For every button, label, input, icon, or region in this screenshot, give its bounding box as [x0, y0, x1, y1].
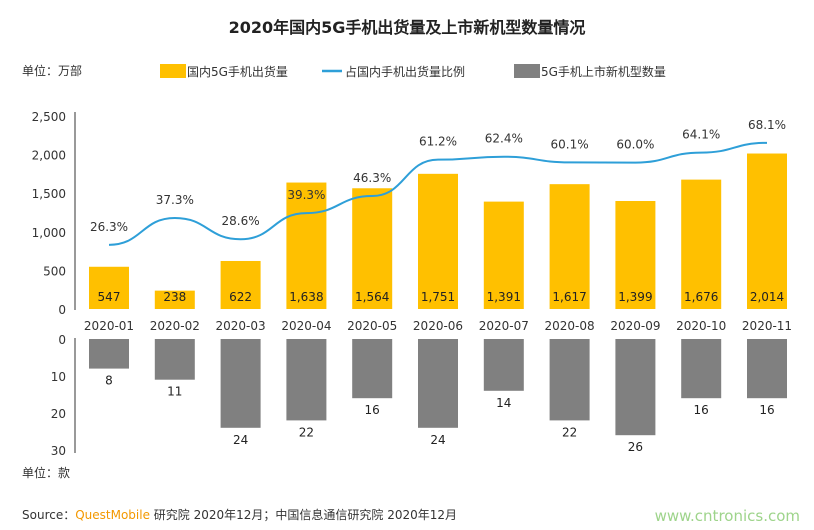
bar-shipments: [549, 184, 590, 309]
bar-shipments: [352, 188, 393, 309]
y-tick-top: 1,500: [32, 187, 66, 201]
bar-shipments: [615, 200, 656, 309]
y-tick-bottom: 20: [51, 407, 66, 421]
unit-top: 单位：万部: [22, 63, 82, 78]
x-tick-label: 2020-08: [545, 319, 595, 333]
bar-models: [549, 339, 590, 421]
bar-shipments: [154, 290, 195, 309]
bar-label-shipments: 1,617: [552, 290, 586, 304]
line-label-ratio: 61.2%: [419, 135, 457, 149]
y-tick-top: 0: [58, 303, 66, 317]
bar-models: [352, 339, 393, 399]
bar-label-shipments: 238: [163, 290, 186, 304]
bar-label-shipments: 1,751: [421, 290, 455, 304]
bar-label-models: 14: [496, 396, 511, 410]
bar-models: [418, 339, 458, 428]
legend-label-models: 5G手机上市新机型数量: [541, 64, 666, 79]
bar-label-shipments: 622: [229, 290, 252, 304]
line-label-ratio: 39.3%: [287, 188, 325, 202]
line-label-ratio: 28.6%: [222, 214, 260, 228]
line-label-ratio: 62.4%: [485, 132, 523, 146]
bar-models: [483, 339, 524, 391]
bar-label-models: 24: [430, 433, 445, 447]
legend-swatch-models: [514, 64, 540, 78]
line-ratio: [108, 141, 768, 246]
source-rest: 研究院 2020年12月；中国信息通信研究院 2020年12月: [150, 507, 457, 522]
legend-swatch-shipments: [160, 64, 186, 78]
line-label-ratio: 64.1%: [682, 128, 720, 142]
legend-label-shipments: 国内5G手机出货量: [187, 64, 288, 79]
bar-label-models: 16: [694, 403, 709, 417]
bar-models: [747, 339, 787, 399]
x-tick-label: 2020-05: [347, 319, 397, 333]
legend-label-ratio: 占国内手机出货量比例: [345, 64, 465, 79]
y-tick-top: 2,000: [32, 149, 66, 163]
bar-label-models: 24: [233, 433, 248, 447]
bar-label-models: 8: [105, 374, 113, 388]
bar-models: [220, 339, 261, 428]
bar-shipments: [747, 153, 787, 309]
x-tick-label: 2020-06: [413, 319, 463, 333]
line-label-ratio: 68.1%: [748, 118, 786, 132]
source-prefix: Source：: [22, 508, 75, 522]
bar-label-shipments: 1,391: [487, 290, 521, 304]
y-tick-bottom: 10: [51, 370, 66, 384]
bar-label-shipments: 1,399: [618, 290, 652, 304]
bar-models: [615, 339, 656, 436]
bar-shipments: [483, 201, 524, 309]
bar-models: [681, 339, 722, 399]
bar-label-shipments: 1,564: [355, 290, 389, 304]
bar-models: [286, 339, 327, 421]
x-tick-label: 2020-11: [742, 319, 792, 333]
bar-label-models: 16: [759, 403, 774, 417]
line-label-ratio: 60.1%: [551, 137, 589, 151]
bar-models: [89, 339, 129, 369]
bar-label-models: 26: [628, 440, 643, 454]
bar-models: [154, 339, 195, 380]
bar-label-models: 11: [167, 385, 182, 399]
x-tick-label: 2020-01: [84, 319, 134, 333]
bar-label-shipments: 2,014: [750, 290, 784, 304]
bar-label-shipments: 1,676: [684, 290, 718, 304]
y-tick-top: 1,000: [32, 226, 66, 240]
bar-shipments: [286, 182, 327, 309]
line-label-ratio: 46.3%: [353, 171, 391, 185]
x-tick-label: 2020-04: [281, 319, 331, 333]
y-tick-bottom: 30: [51, 444, 66, 458]
line-label-ratio: 37.3%: [156, 193, 194, 207]
y-tick-top: 500: [43, 264, 66, 278]
bar-label-shipments: 547: [98, 290, 121, 304]
bar-shipments: [681, 179, 722, 309]
source-note: Source：QuestMobile 研究院 2020年12月；中国信息通信研究…: [22, 507, 457, 522]
bar-shipments: [220, 260, 261, 309]
y-tick-top: 2,500: [32, 110, 66, 124]
line-label-ratio: 26.3%: [90, 220, 128, 234]
x-tick-label: 2020-02: [150, 319, 200, 333]
line-label-ratio: 60.0%: [616, 138, 654, 152]
bar-label-models: 16: [365, 403, 380, 417]
bar-label-models: 22: [562, 425, 577, 439]
watermark-url: www.cntronics.com: [655, 507, 800, 525]
source-brand: QuestMobile: [75, 508, 150, 522]
x-tick-label: 2020-10: [676, 319, 726, 333]
x-tick-label: 2020-09: [610, 319, 660, 333]
bar-shipments: [89, 266, 129, 309]
bar-shipments: [418, 173, 458, 309]
x-tick-label: 2020-07: [479, 319, 529, 333]
x-tick-label: 2020-03: [216, 319, 266, 333]
bar-label-shipments: 1,638: [289, 290, 323, 304]
bar-label-models: 22: [299, 425, 314, 439]
y-tick-bottom: 0: [58, 333, 66, 347]
chart-title: 2020年国内5G手机出货量及上市新机型数量情况: [229, 18, 586, 37]
unit-bottom: 单位：款: [22, 465, 70, 480]
